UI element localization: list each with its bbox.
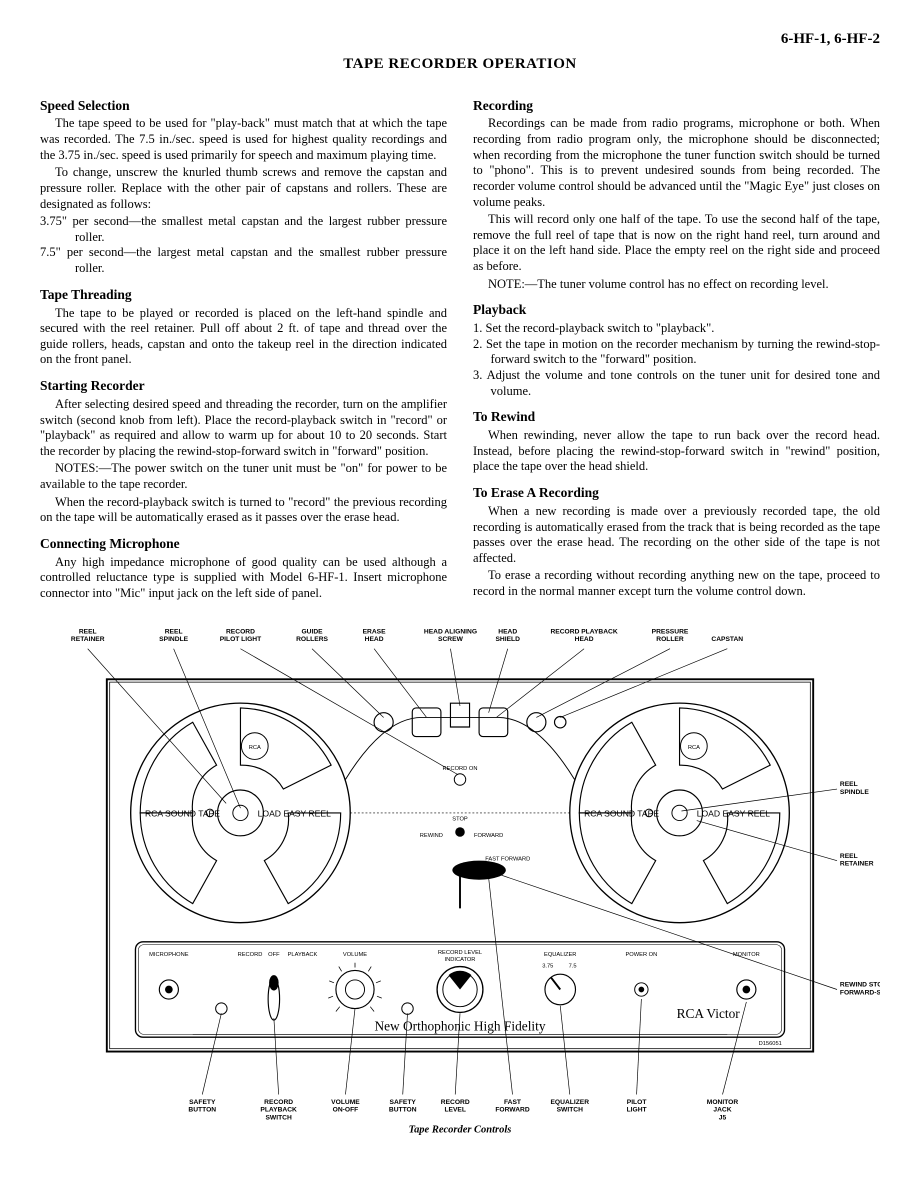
- para: To erase a recording without recording a…: [473, 568, 880, 599]
- callout-safety-button: SAFETYBUTTON: [188, 1099, 216, 1114]
- rca-logo-r: RCA: [688, 745, 700, 751]
- para: When rewinding, never allow the tape to …: [473, 428, 880, 475]
- callout-erase-head: ERASEHEAD: [363, 628, 387, 643]
- center-controls: RECORD ON STOP REWIND FORWARD FAST FORWA…: [420, 766, 530, 908]
- panel-off: OFF: [268, 952, 280, 958]
- brand-script: RCA Victor: [677, 1006, 741, 1021]
- reel-left-text-load: LOAD EASY REEL: [258, 808, 331, 818]
- section-to-erase: To Erase A Recording: [473, 485, 880, 502]
- page-header: 6-HF-1, 6-HF-2: [40, 30, 880, 49]
- callout-guide-rollers: GUIDEROLLERS: [296, 628, 328, 643]
- panel-power-on: POWER ON: [625, 952, 657, 958]
- reel-right-text-rca: RCA SOUND TAPE: [584, 808, 659, 818]
- panel-record: RECORD: [238, 952, 263, 958]
- callout-fast-forward: FASTFORWARD: [495, 1099, 530, 1114]
- para: NOTES:—The power switch on the tuner uni…: [40, 461, 447, 492]
- panel-equalizer: EQUALIZER: [544, 952, 576, 958]
- para: Any high impedance microphone of good qu…: [40, 555, 447, 602]
- callout-capstan: CAPSTAN: [711, 636, 743, 643]
- para: When the record-playback switch is turne…: [40, 495, 447, 526]
- para: When a new recording is made over a prev…: [473, 504, 880, 567]
- callout-record-level: RECORDLEVEL: [441, 1099, 470, 1114]
- reel-right-text-load: LOAD EASY REEL: [697, 808, 770, 818]
- callout-record-playback-head: RECORD PLAYBACKHEAD: [550, 628, 617, 643]
- list-item: 2. Set the tape in motion on the recorde…: [473, 337, 880, 368]
- callout-reel-retainer: REELRETAINER: [71, 628, 105, 643]
- panel-volume: VOLUME: [343, 952, 367, 958]
- section-starting-recorder: Starting Recorder: [40, 378, 447, 395]
- list-item: 1. Set the record-playback switch to "pl…: [473, 321, 880, 337]
- callout-head-shield: HEADSHIELD: [495, 628, 520, 643]
- callout-reel-spindle: REELSPINDLE: [159, 628, 188, 643]
- panel-eq375: 3.75: [542, 963, 553, 969]
- right-reel: RCA SOUND TAPE LOAD EASY REEL RCA: [570, 703, 790, 923]
- control-panel: MICROPHONE RECORD OFF PLAYBACK VOLUME RE…: [135, 941, 784, 1046]
- callout-reel-retainer-r: REELRETAINER: [840, 852, 874, 867]
- left-column: Speed Selection The tape speed to be use…: [40, 88, 447, 604]
- callout-pressure-roller: PRESSUREROLLER: [652, 628, 689, 643]
- callout-volume-onoff: VOLUMEON-OFF: [331, 1099, 360, 1114]
- callout-record-pilot: RECORDPILOT LIGHT: [220, 628, 262, 643]
- section-speed-selection: Speed Selection: [40, 98, 447, 115]
- para: NOTE:—The tuner volume control has no ef…: [473, 277, 880, 293]
- right-column: Recording Recordings can be made from ra…: [473, 88, 880, 604]
- main-title: TAPE RECORDER OPERATION: [40, 55, 880, 74]
- callout-head-aligning: HEAD ALIGNINGSCREW: [424, 628, 477, 643]
- callout-equalizer-switch: EQUALIZERSWITCH: [550, 1099, 589, 1114]
- section-to-rewind: To Rewind: [473, 409, 880, 426]
- callout-record-playback-switch: RECORDPLAYBACKSWITCH: [260, 1099, 297, 1121]
- diagram-caption: Tape Recorder Controls: [409, 1124, 512, 1135]
- panel-microphone: MICROPHONE: [149, 952, 189, 958]
- spec-line: 7.5" per second—the largest metal capsta…: [40, 245, 447, 276]
- para: After selecting desired speed and thread…: [40, 397, 447, 460]
- section-connecting-microphone: Connecting Microphone: [40, 536, 447, 553]
- reel-left-text-rca: RCA SOUND TAPE: [145, 808, 220, 818]
- callout-reel-spindle-r: REELSPINDLE: [840, 781, 869, 796]
- panel-record-level-ind: RECORD LEVELINDICATOR: [438, 950, 482, 963]
- spec-line: 3.75" per second—the smallest metal caps…: [40, 214, 447, 245]
- para: Recordings can be made from radio progra…: [473, 116, 880, 210]
- panel-playback: PLAYBACK: [288, 952, 318, 958]
- para: This will record only one half of the ta…: [473, 212, 880, 275]
- section-playback: Playback: [473, 302, 880, 319]
- para: The tape speed to be used for "play-back…: [40, 116, 447, 163]
- callout-safety-button2: SAFETYBUTTON: [389, 1099, 417, 1114]
- callout-rewind-stop: REWIND STOPFORWARD-SWITCH: [840, 981, 880, 996]
- section-recording: Recording: [473, 98, 880, 115]
- label-forward: FORWARD: [474, 832, 503, 838]
- label-rewind: REWIND: [420, 832, 443, 838]
- label-stop: STOP: [452, 816, 468, 822]
- tagline-script: New Orthophonic High Fidelity: [374, 1018, 545, 1033]
- section-tape-threading: Tape Threading: [40, 287, 447, 304]
- callout-pilot-light: PILOTLIGHT: [627, 1099, 647, 1114]
- para: To change, unscrew the knurled thumb scr…: [40, 165, 447, 212]
- rca-logo: RCA: [249, 745, 261, 751]
- text-columns: Speed Selection The tape speed to be use…: [40, 88, 880, 604]
- left-reel: RCA SOUND TAPE LOAD EASY REEL RCA: [131, 703, 351, 923]
- head-assembly: [374, 703, 566, 736]
- part-number: D156051: [759, 1040, 782, 1046]
- callout-monitor-jack: MONITORJACKJ5: [707, 1099, 739, 1121]
- tape-recorder-diagram: RCA SOUND TAPE LOAD EASY REEL RCA RCA SO…: [40, 622, 880, 1142]
- list-item: 3. Adjust the volume and tone controls o…: [473, 368, 880, 399]
- para: The tape to be played or recorded is pla…: [40, 306, 447, 369]
- label-fast-fwd-lever: FAST FORWARD: [485, 856, 530, 862]
- panel-eq75: 7.5: [569, 963, 577, 969]
